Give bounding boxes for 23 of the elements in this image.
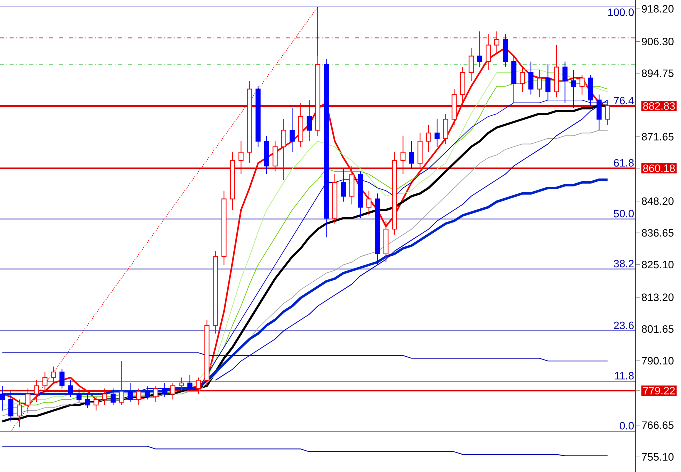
annotation: 11.8 <box>615 372 634 380</box>
annotation: 100.0 <box>608 8 634 16</box>
y-tick-label: 755.10 <box>642 453 674 461</box>
y-tick-label: 836.65 <box>642 229 674 237</box>
y-tick-label: 882.83 <box>643 102 676 110</box>
y-tick-label: 779.22 <box>643 387 676 395</box>
y-tick-label: 906.30 <box>642 38 674 46</box>
y-tick-label: 848.20 <box>642 198 674 206</box>
annotation: 76.4 <box>614 97 634 105</box>
y-tick-label: 825.10 <box>642 261 674 269</box>
y-tick-label: 766.65 <box>642 422 674 430</box>
annotation: 50.0 <box>614 210 634 218</box>
y-tick-label: 860.18 <box>643 164 676 172</box>
y-tick-label: 801.65 <box>642 326 674 334</box>
y-tick-label: 790.10 <box>642 357 674 365</box>
annotation: 23.6 <box>614 322 634 330</box>
y-tick-label: 813.20 <box>642 294 674 302</box>
y-tick-label: 871.65 <box>642 133 674 141</box>
y-tick-label: 894.75 <box>642 70 674 78</box>
y-tick-label: 918.20 <box>642 5 674 13</box>
annotation: 61.8 <box>614 159 634 167</box>
annotation: 38.2 <box>614 260 634 268</box>
annotation: 0.0 <box>620 422 634 430</box>
